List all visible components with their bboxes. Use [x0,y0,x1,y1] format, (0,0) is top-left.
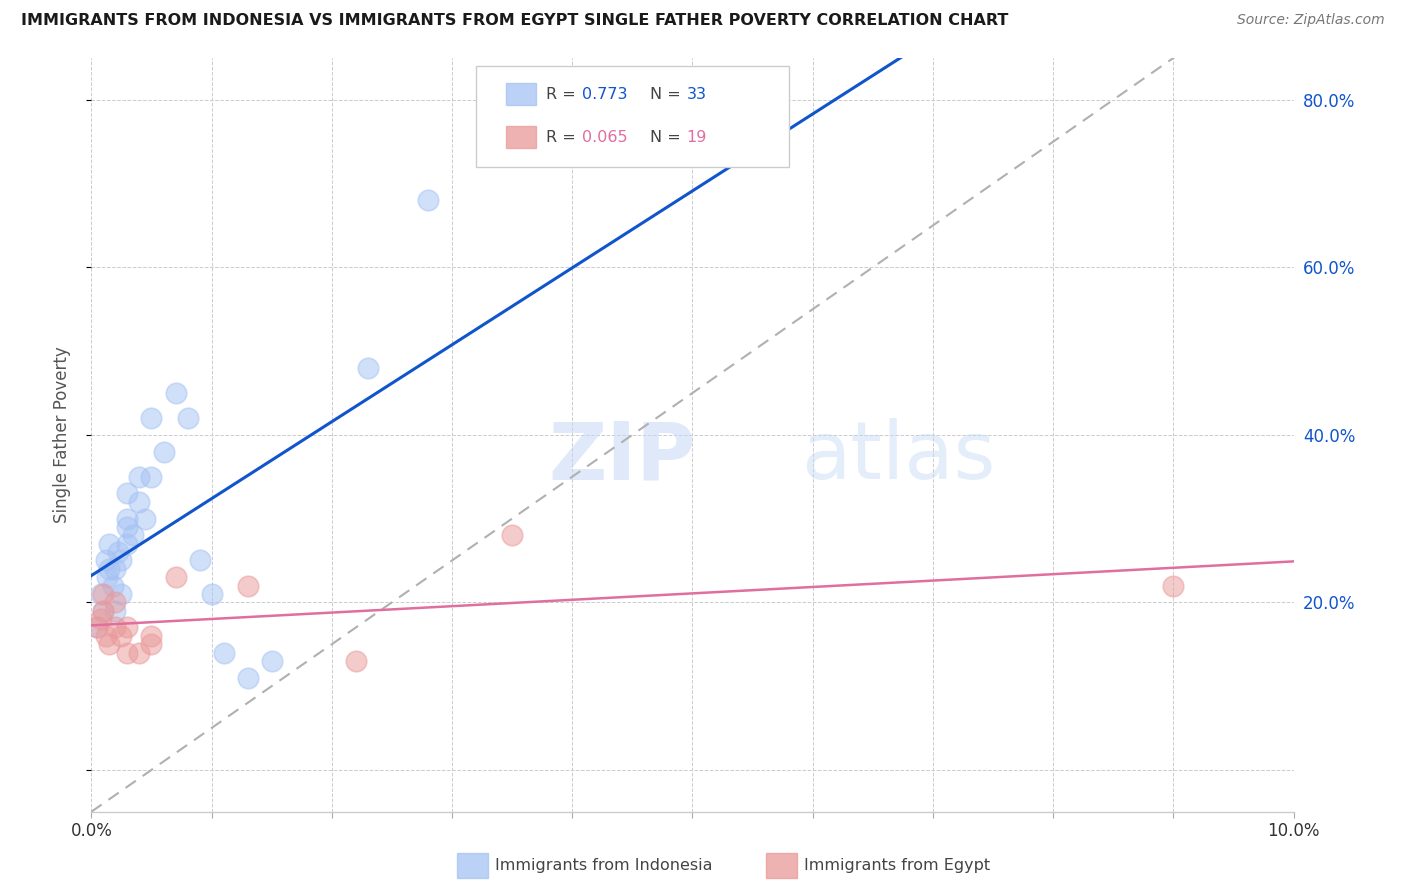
Point [117,537,139,551]
Point [93,604,115,618]
Point [94,553,117,567]
Point [128,646,150,660]
Point [98,562,121,576]
Text: N =: N = [651,129,681,145]
Text: Immigrants from Indonesia: Immigrants from Indonesia [495,858,713,872]
Point [94,629,117,643]
Text: Source: ZipAtlas.com: Source: ZipAtlas.com [1237,13,1385,28]
Point [141,469,163,483]
Point [416,194,439,208]
Point [93,587,115,601]
Point [101,578,124,592]
Point [104,562,127,576]
Point [117,486,139,500]
Point [98,537,121,551]
Text: 0.773: 0.773 [582,87,627,102]
Point [90,587,112,601]
Point [501,528,523,542]
Point [236,671,259,685]
Point [90,612,112,626]
Text: 33: 33 [686,87,706,102]
Point [110,629,132,643]
Point [152,444,174,458]
Point [104,620,127,634]
Point [141,629,163,643]
Point [165,386,187,401]
Bar [506,126,536,148]
Point [107,545,129,559]
Point [176,411,198,425]
Point [134,511,156,525]
Text: IMMIGRANTS FROM INDONESIA VS IMMIGRANTS FROM EGYPT SINGLE FATHER POVERTY CORRELA: IMMIGRANTS FROM INDONESIA VS IMMIGRANTS … [21,13,1008,29]
Point [188,553,211,567]
Point [260,654,283,668]
Point [96,570,118,584]
Point [141,411,163,425]
Text: atlas: atlas [800,418,995,497]
Point [236,578,259,592]
Text: N =: N = [651,87,681,102]
Point [357,360,380,375]
Text: R =: R = [546,129,575,145]
Point [104,604,127,618]
Point [141,637,163,651]
Point [93,604,115,618]
Point [128,469,150,483]
Point [98,637,121,651]
Point [110,553,132,567]
Point [201,587,224,601]
Point [165,570,187,584]
Text: Immigrants from Egypt: Immigrants from Egypt [804,858,990,872]
Point [344,654,367,668]
Point [212,646,235,660]
Point [110,587,132,601]
Text: 19: 19 [686,129,707,145]
Point [104,595,127,609]
Point [128,495,150,509]
Point [1161,578,1184,592]
Y-axis label: Single Father Poverty: Single Father Poverty [52,346,70,524]
Text: 0.065: 0.065 [582,129,627,145]
Point [117,620,139,634]
Text: R =: R = [546,87,575,102]
Point [86,620,108,634]
Point [117,511,139,525]
Point [122,528,145,542]
Point [86,620,108,634]
Point [117,646,139,660]
FancyBboxPatch shape [477,65,789,168]
Bar [506,83,536,105]
Text: ZIP: ZIP [548,418,696,497]
Point [117,520,139,534]
